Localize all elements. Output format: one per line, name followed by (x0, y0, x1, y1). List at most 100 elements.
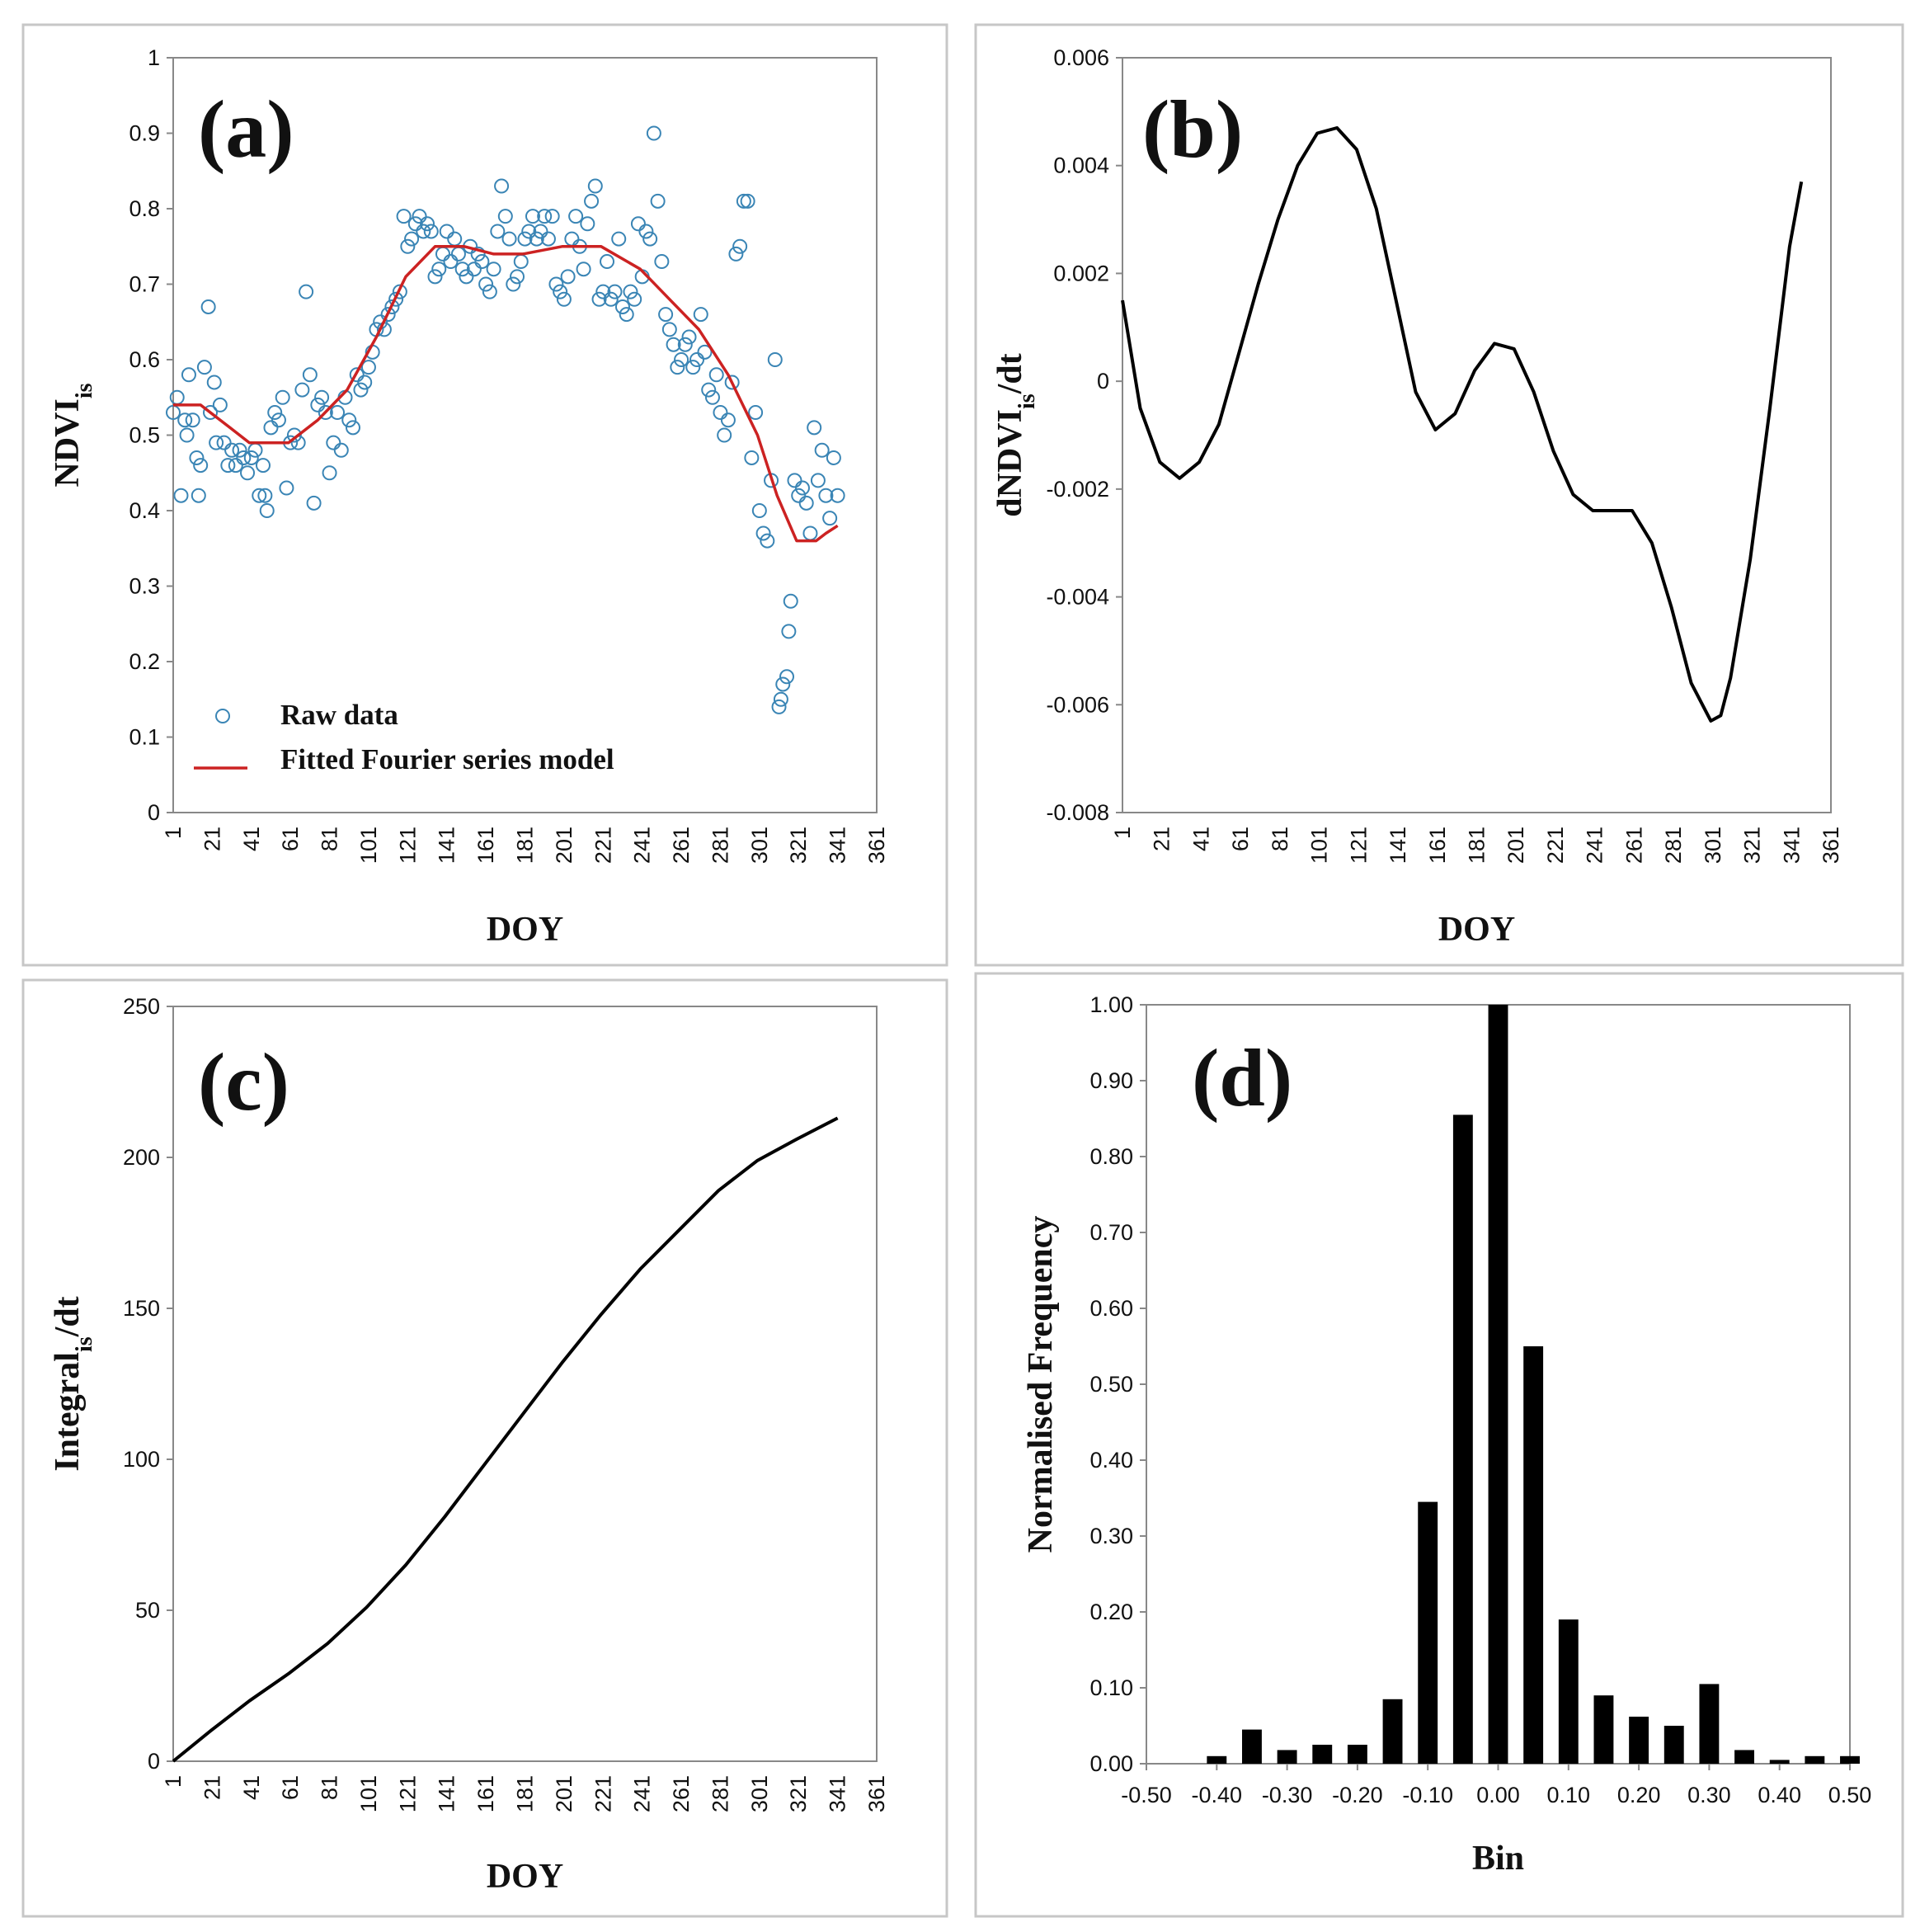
panel-d-xtick-label: -0.10 (1402, 1783, 1453, 1807)
raw-data-point (443, 254, 459, 270)
raw-data-point (681, 329, 697, 345)
panel-a-xtick-label: 321 (786, 827, 811, 864)
raw-data-point (314, 389, 330, 405)
raw-data-point (760, 533, 775, 549)
panel-d-ytick-label: 0.50 (1089, 1372, 1133, 1397)
raw-data-point (220, 458, 236, 474)
raw-data-point (693, 307, 708, 323)
panel-a-xtick-label: 61 (278, 827, 303, 851)
panel-b-xtick-label: 181 (1465, 827, 1489, 864)
panel-d-xtick-label: -0.50 (1121, 1783, 1172, 1807)
panel-a-xtick-label: 221 (591, 827, 615, 864)
raw-data-point (279, 480, 294, 496)
raw-data-point (748, 405, 764, 421)
raw-data-point (482, 284, 497, 299)
panel-b-xtick-label: 81 (1268, 827, 1292, 851)
panel-a-ytick-label: 0.1 (129, 725, 160, 750)
legend-fit-label: Fitted Fourier series model (280, 743, 614, 775)
raw-data-point (494, 178, 510, 194)
raw-data-point (724, 375, 740, 390)
raw-data-point (193, 458, 209, 474)
raw-data-point (560, 269, 576, 285)
panel-d-ytick-label: 0.40 (1089, 1448, 1133, 1473)
raw-data-point (330, 405, 346, 421)
panel-c-xtick-label: 1 (161, 1775, 186, 1788)
panel-c-xtick-label: 281 (708, 1775, 732, 1812)
raw-data-point (568, 209, 584, 224)
raw-data-point (497, 209, 513, 224)
panel-a-xtick-label: 81 (318, 827, 342, 851)
histogram-bar (1629, 1716, 1649, 1764)
raw-data-point (416, 224, 431, 239)
panel-c-ylabel: Integralis/dt (49, 1296, 97, 1471)
raw-data-point (447, 231, 463, 247)
panel-b-ytick-label: 0 (1097, 369, 1109, 393)
raw-data-point (600, 254, 615, 270)
panel-a-ytick-label: 0.8 (129, 196, 160, 221)
raw-data-point (357, 375, 373, 390)
raw-data-point (206, 375, 222, 390)
raw-data-point (548, 276, 564, 292)
panel-b-xtick-label: 241 (1583, 827, 1607, 864)
panel-a-ytick-label: 1 (148, 45, 160, 70)
raw-data-point (299, 284, 314, 299)
raw-data-point (802, 525, 818, 541)
raw-data-point (212, 397, 228, 412)
panel-b-xtick-label: 261 (1621, 827, 1646, 864)
panel-b-xtick-label: 161 (1425, 827, 1450, 864)
panel-d-ylabel: Normalised Frequency (1022, 1216, 1060, 1553)
raw-data-point (685, 360, 701, 375)
panel-a-xtick-label: 301 (747, 827, 772, 864)
raw-data-point (814, 442, 830, 458)
raw-data-point (826, 450, 841, 465)
raw-data-point (216, 435, 232, 450)
raw-data-point (779, 669, 795, 685)
fitted-fourier-line (173, 245, 839, 543)
raw-data-point (591, 291, 607, 307)
panel-b-xtick-label: 221 (1543, 827, 1568, 864)
raw-data-point (736, 193, 751, 209)
raw-data-point (341, 412, 357, 428)
panel-b-xtick-label: 61 (1228, 827, 1253, 851)
panel-a-ytick-label: 0.4 (129, 498, 160, 523)
raw-data-point (396, 209, 412, 224)
panel-c-label: (c) (198, 1036, 289, 1128)
histogram-bar (1312, 1745, 1333, 1764)
panel-c-xtick-label: 181 (513, 1775, 538, 1812)
raw-data-point (744, 450, 760, 465)
raw-data-point (798, 495, 814, 511)
panel-d-ytick-label: 0.80 (1089, 1144, 1133, 1169)
panel-b-xtick-label: 201 (1504, 827, 1528, 864)
panel-c-ytick-label: 150 (123, 1296, 160, 1321)
raw-data-point (191, 488, 206, 503)
raw-data-point (822, 511, 838, 526)
raw-data-point (177, 412, 193, 428)
raw-data-point (252, 488, 267, 503)
histogram-bar (1734, 1750, 1754, 1764)
raw-data-point (228, 458, 243, 474)
panel-d-xtick-label: 0.00 (1476, 1783, 1520, 1807)
panel-a-xtick-label: 361 (864, 827, 889, 864)
raw-data-point (388, 291, 404, 307)
panel-c-xtick-label: 101 (356, 1775, 381, 1812)
raw-data-point (423, 224, 439, 239)
panel-a-ytick-label: 0.5 (129, 423, 160, 448)
raw-data-point (271, 412, 286, 428)
raw-data-point (830, 488, 845, 503)
raw-data-point (318, 405, 333, 421)
panel-b-xtick-label: 361 (1819, 827, 1843, 864)
raw-data-point (642, 231, 658, 247)
raw-data-point (794, 480, 810, 496)
panel-d-xtick-label: 0.20 (1617, 1783, 1661, 1807)
histogram-bar (1418, 1501, 1438, 1764)
legend-raw-label: Raw data (280, 699, 398, 731)
raw-data-point (630, 216, 646, 232)
panel-a-xtick-label: 21 (200, 827, 224, 851)
panel-c-ytick-label: 250 (123, 994, 160, 1019)
raw-data-point (697, 344, 713, 360)
panel-d-ytick-label: 0.30 (1089, 1524, 1133, 1548)
raw-data-point (619, 307, 634, 323)
panel-a-ytick-label: 0 (148, 800, 160, 825)
raw-data-point (474, 254, 490, 270)
panel-c-xtick-label: 21 (200, 1775, 224, 1800)
